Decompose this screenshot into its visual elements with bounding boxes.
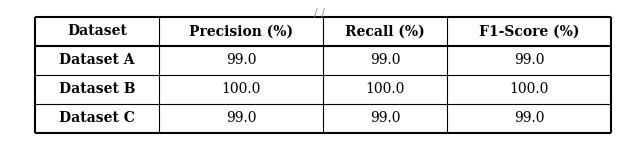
Text: Dataset A: Dataset A (60, 53, 135, 67)
Text: 99.0: 99.0 (514, 111, 545, 125)
Text: 100.0: 100.0 (509, 82, 549, 96)
Text: 99.0: 99.0 (226, 53, 257, 67)
Text: 100.0: 100.0 (221, 82, 261, 96)
Text: F1-Score (%): F1-Score (%) (479, 24, 579, 38)
Text: Precision (%): Precision (%) (189, 24, 293, 38)
Text: Dataset B: Dataset B (59, 82, 136, 96)
Text: Dataset: Dataset (67, 24, 127, 38)
Text: 99.0: 99.0 (226, 111, 257, 125)
Text: 99.0: 99.0 (370, 53, 401, 67)
Text: Recall (%): Recall (%) (345, 24, 425, 38)
Text: 100.0: 100.0 (365, 82, 405, 96)
Text: Dataset C: Dataset C (59, 111, 135, 125)
Text: 99.0: 99.0 (514, 53, 545, 67)
Text: 99.0: 99.0 (370, 111, 401, 125)
Text: / /: / / (314, 7, 326, 17)
